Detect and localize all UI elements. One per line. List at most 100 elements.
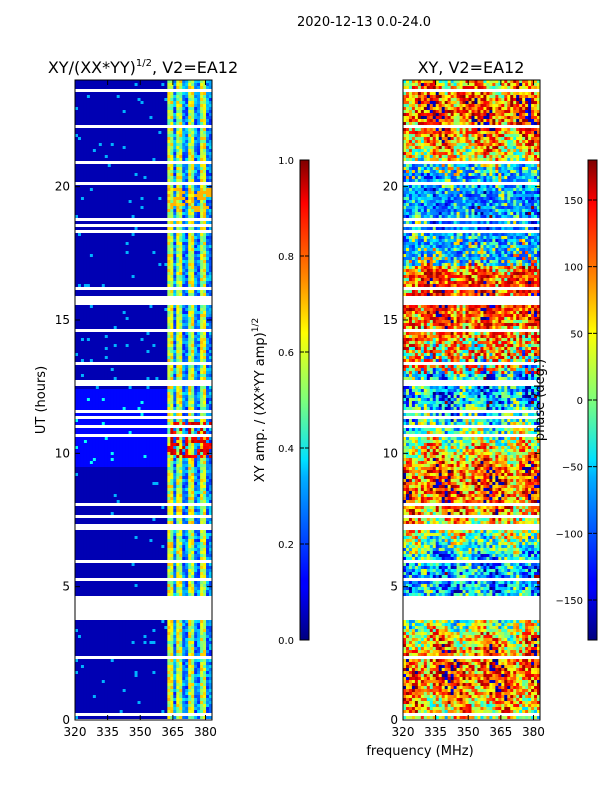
amplitude-heatmap-cell [77, 92, 82, 95]
amplitude-heatmap-cell [188, 293, 192, 296]
amplitude-heatmap-cell [86, 452, 91, 455]
amplitude-heatmap-cell [155, 113, 159, 116]
amplitude-heatmap-cell [98, 266, 103, 269]
amplitude-heatmap-cell [83, 119, 88, 122]
amplitude-heatmap-cell [110, 401, 115, 404]
amplitude-heatmap-cell [75, 119, 79, 122]
amplitude-heatmap-cell [137, 137, 141, 140]
amplitude-heatmap-cell [98, 335, 103, 338]
amplitude-heatmap-cell [134, 305, 138, 308]
amplitude-heatmap-cell [131, 86, 135, 89]
amplitude-heatmap-cell [194, 353, 198, 356]
amplitude-heatmap-cell [80, 290, 85, 293]
amplitude-heatmap-cell [86, 392, 91, 395]
amplitude-heatmap-cell [197, 284, 201, 287]
amplitude-heatmap-cell [113, 350, 118, 353]
amplitude-heatmap-cell [137, 104, 141, 107]
amplitude-heatmap-cell [104, 323, 109, 326]
amplitude-heatmap-cell [137, 83, 141, 86]
amplitude-heatmap-cell [179, 317, 183, 320]
amplitude-heatmap-cell [194, 404, 198, 407]
amplitude-heatmap-cell [131, 347, 135, 350]
amplitude-heatmap-cell [179, 149, 183, 152]
amplitude-heatmap-cell [206, 404, 210, 407]
amplitude-heatmap-cell [194, 440, 198, 443]
amplitude-heatmap-cell [164, 260, 168, 263]
amplitude-heatmap-cell [92, 413, 97, 416]
amplitude-heatmap-cell [188, 326, 192, 329]
amplitude-heatmap-cell [131, 221, 135, 224]
amplitude-heatmap-cell [77, 107, 82, 110]
amplitude-heatmap-cell [188, 458, 192, 461]
amplitude-heatmap-cell [101, 455, 106, 458]
amplitude-heatmap-cell [119, 137, 124, 140]
amplitude-heatmap-cell [185, 398, 189, 401]
amplitude-heatmap-cell [200, 179, 204, 182]
amplitude-heatmap-cell [89, 248, 94, 251]
amplitude-heatmap-cell [170, 203, 174, 206]
amplitude-heatmap-cell [92, 248, 97, 251]
amplitude-heatmap-cell [137, 353, 141, 356]
amplitude-heatmap-cell [200, 335, 204, 338]
amplitude-heatmap-cell [83, 389, 88, 392]
amplitude-heatmap-cell [89, 155, 94, 158]
amplitude-heatmap-cell [149, 326, 153, 329]
amplitude-heatmap-cell [140, 275, 144, 278]
amplitude-heatmap-cell [92, 245, 97, 248]
amplitude-heatmap-cell [182, 437, 186, 440]
amplitude-heatmap-cell [113, 290, 118, 293]
amplitude-heatmap-cell [134, 146, 138, 149]
amplitude-heatmap-cell [104, 113, 109, 116]
amplitude-heatmap-cell [128, 359, 132, 362]
amplitude-heatmap-cell [86, 206, 91, 209]
amplitude-heatmap-cell [200, 368, 204, 371]
amplitude-heatmap-cell [155, 248, 159, 251]
amplitude-heatmap-cell [206, 110, 210, 113]
amplitude-heatmap-cell [182, 392, 186, 395]
amplitude-heatmap-cell [98, 212, 103, 215]
amplitude-heatmap-cell [122, 314, 127, 317]
amplitude-heatmap-cell [134, 239, 138, 242]
amplitude-heatmap-cell [203, 80, 207, 83]
amplitude-heatmap-cell [86, 461, 91, 464]
amplitude-heatmap-cell [113, 215, 118, 218]
amplitude-heatmap-cell [188, 401, 192, 404]
amplitude-heatmap-cell [191, 173, 195, 176]
amplitude-heatmap-cell [158, 455, 162, 458]
amplitude-heatmap-cell [131, 92, 135, 95]
amplitude-heatmap-cell [95, 164, 100, 167]
amplitude-heatmap-cell [200, 269, 204, 272]
amplitude-heatmap-cell [161, 272, 165, 275]
amplitude-heatmap-cell [200, 209, 204, 212]
amplitude-heatmap-cell [167, 200, 171, 203]
amplitude-heatmap-cell [203, 446, 207, 449]
amplitude-heatmap-cell [89, 209, 94, 212]
amplitude-heatmap-cell [146, 323, 150, 326]
amplitude-heatmap-cell [170, 335, 174, 338]
amplitude-heatmap-cell [176, 458, 180, 461]
amplitude-heatmap-cell [182, 278, 186, 281]
amplitude-heatmap-cell [164, 191, 168, 194]
amplitude-heatmap-cell [128, 350, 132, 353]
amplitude-heatmap-cell [161, 191, 165, 194]
amplitude-heatmap-cell [140, 386, 144, 389]
amplitude-heatmap-cell [137, 356, 141, 359]
amplitude-heatmap-cell [122, 107, 127, 110]
amplitude-heatmap-cell [113, 251, 118, 254]
amplitude-heatmap-cell [131, 95, 135, 98]
amplitude-heatmap-cell [128, 323, 132, 326]
amplitude-heatmap-cell [203, 143, 207, 146]
amplitude-heatmap-cell [113, 440, 118, 443]
amplitude-heatmap-cell [167, 413, 171, 416]
amplitude-heatmap-cell [203, 314, 207, 317]
amplitude-heatmap-cell [143, 227, 147, 230]
amplitude-heatmap-cell [179, 392, 183, 395]
amplitude-heatmap-cell [140, 116, 144, 119]
amplitude-heatmap-cell [185, 272, 189, 275]
amplitude-heatmap-cell [75, 86, 79, 89]
amplitude-heatmap-cell [167, 371, 171, 374]
amplitude-heatmap-cell [104, 176, 109, 179]
amplitude-heatmap-cell [209, 314, 212, 317]
amplitude-heatmap-cell [161, 122, 165, 125]
amplitude-heatmap-cell [194, 104, 198, 107]
